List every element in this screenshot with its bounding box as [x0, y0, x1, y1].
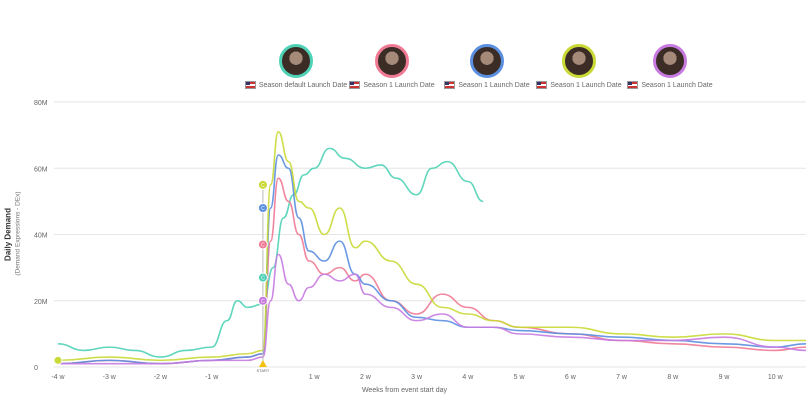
series-marker	[257, 239, 268, 250]
legend-item-1[interactable]: Season 1 Launch Date	[332, 44, 452, 89]
x-tick-label: 10 w	[768, 374, 784, 381]
avatar-icon	[653, 44, 687, 78]
x-tick-label: -4 w	[51, 374, 65, 381]
legend-item-0[interactable]: Season default Launch Date	[236, 44, 356, 89]
legend-label: Season 1 Launch Date	[550, 81, 622, 89]
series-line	[57, 154, 807, 365]
us-flag-icon	[627, 81, 639, 89]
legend-label: Season 1 Launch Date	[363, 81, 435, 89]
series-marker	[257, 203, 268, 213]
avatar-icon	[279, 44, 313, 78]
series-marker-label: C	[261, 183, 265, 189]
y-axis-title: Daily Demand	[3, 208, 13, 261]
series-marker	[257, 272, 268, 283]
us-flag-icon	[244, 81, 256, 89]
legend-label: Season default Launch Date	[258, 81, 348, 89]
x-tick-label: 3 w	[411, 374, 423, 381]
series-marker-label: C	[261, 206, 265, 212]
avatar-icon	[375, 44, 409, 78]
legend-item-3[interactable]: Season 1 Launch Date	[519, 44, 639, 89]
series-marker-label: C	[261, 276, 265, 282]
us-flag-icon	[349, 81, 361, 89]
x-axis-title: Weeks from event start day	[361, 387, 448, 394]
x-tick-label: 5 w	[514, 374, 526, 381]
legend-label: Season 1 Launch Date	[458, 81, 530, 89]
x-tick-label: 1 w	[309, 374, 321, 381]
chart-legend: Season default Launch Date Season 1 Laun…	[0, 44, 809, 94]
x-tick-label: -1 w	[205, 374, 219, 381]
series-marker-label: C	[261, 299, 265, 305]
y-tick-label: 80M	[34, 100, 48, 107]
y-tick-label: 60M	[34, 166, 48, 173]
series-line	[57, 131, 806, 362]
avatar-icon	[562, 44, 596, 78]
x-tick-label: 7 w	[616, 374, 628, 381]
series-marker-label: C	[261, 242, 265, 248]
series-marker	[257, 179, 268, 190]
y-tick-label: 40M	[34, 233, 48, 240]
x-tick-label: 6 w	[565, 374, 577, 381]
series-line	[58, 253, 807, 365]
y-axis-subtitle: (Demand Expressions - DEx)	[14, 191, 22, 276]
series-start-marker	[53, 355, 63, 365]
x-tick-label: 9 w	[719, 374, 731, 381]
series-line	[57, 147, 484, 358]
us-flag-icon	[444, 81, 456, 89]
us-flag-icon	[536, 81, 548, 89]
x-tick-label: 8 w	[667, 374, 679, 381]
y-tick-label: 0	[34, 365, 38, 372]
x-tick-label: START	[257, 368, 270, 373]
avatar-icon	[470, 44, 504, 78]
x-tick-label: 2 w	[360, 374, 372, 381]
legend-label: Season 1 Launch Date	[641, 81, 713, 89]
series-marker	[257, 295, 268, 306]
x-tick-label: 4 w	[462, 374, 474, 381]
legend-item-2[interactable]: Season 1 Launch Date	[427, 44, 547, 89]
x-tick-label: -3 w	[103, 374, 117, 381]
x-tick-label: -2 w	[154, 374, 168, 381]
legend-item-4[interactable]: Season 1 Launch Date	[610, 44, 730, 89]
y-tick-label: 20M	[34, 299, 48, 306]
start-marker-icon	[258, 360, 267, 367]
